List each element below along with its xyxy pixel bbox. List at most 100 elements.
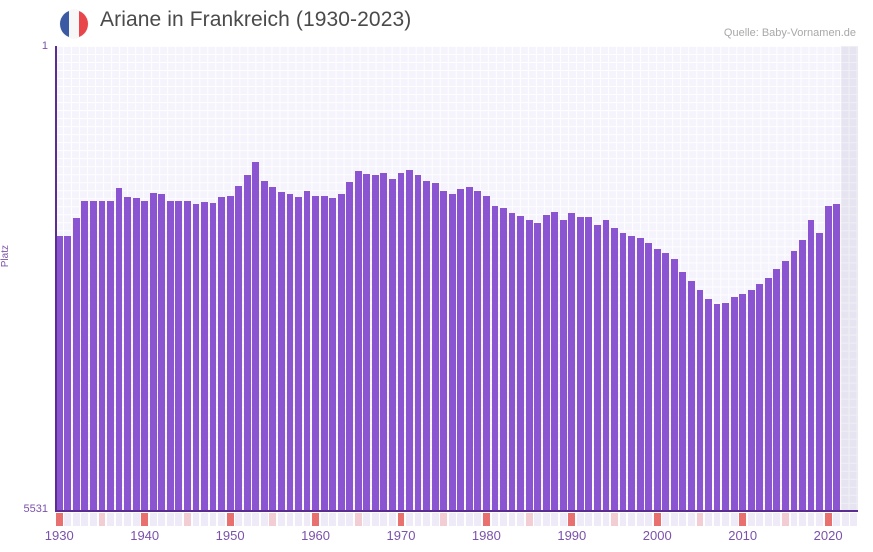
bar[interactable] — [636, 238, 644, 511]
bar[interactable] — [175, 201, 183, 511]
bar[interactable] — [747, 289, 755, 511]
bar[interactable] — [389, 178, 396, 511]
bar[interactable] — [619, 233, 627, 511]
bar[interactable] — [781, 261, 789, 511]
bar[interactable] — [542, 214, 550, 511]
bar[interactable] — [534, 222, 542, 511]
bar[interactable] — [183, 200, 191, 511]
bar[interactable] — [312, 195, 319, 511]
bar[interactable] — [713, 304, 721, 511]
bar[interactable] — [277, 192, 285, 511]
bar[interactable] — [457, 188, 465, 511]
bar[interactable] — [730, 297, 738, 511]
bar[interactable] — [363, 173, 371, 511]
bar[interactable] — [576, 217, 584, 511]
bar[interactable] — [346, 182, 354, 511]
bar[interactable] — [474, 191, 482, 511]
bar[interactable] — [807, 220, 815, 511]
x-axis-tick-none — [90, 513, 97, 526]
x-axis-tick-none — [628, 513, 636, 526]
bar[interactable] — [559, 219, 567, 511]
bar[interactable] — [406, 170, 413, 511]
bar[interactable] — [508, 212, 516, 511]
bar[interactable] — [132, 197, 140, 511]
bar[interactable] — [517, 216, 524, 511]
bar[interactable] — [286, 193, 294, 511]
bar[interactable] — [201, 202, 208, 511]
bar[interactable] — [568, 213, 576, 511]
bar[interactable] — [525, 219, 533, 511]
x-axis-tick-none — [799, 513, 806, 526]
bar[interactable] — [816, 233, 823, 511]
bar[interactable] — [218, 197, 225, 511]
x-axis-tick-strip — [55, 513, 858, 526]
bar[interactable] — [107, 200, 114, 511]
bar[interactable] — [440, 191, 448, 511]
bar[interactable] — [756, 283, 764, 511]
bar[interactable] — [98, 200, 106, 511]
bar[interactable] — [115, 188, 123, 511]
bar[interactable] — [585, 216, 593, 511]
bar[interactable] — [628, 235, 636, 511]
bar[interactable] — [500, 208, 507, 511]
bar[interactable] — [124, 197, 132, 511]
bar[interactable] — [329, 198, 337, 511]
bar[interactable] — [192, 203, 200, 511]
bar[interactable] — [799, 240, 806, 511]
bar[interactable] — [773, 268, 781, 511]
bar[interactable] — [491, 205, 499, 511]
bar[interactable] — [423, 181, 430, 511]
bar[interactable] — [269, 187, 277, 511]
bar[interactable] — [141, 200, 149, 511]
x-axis-tick-minor — [98, 513, 106, 526]
bar[interactable] — [679, 272, 687, 511]
bar[interactable] — [594, 225, 601, 511]
bar[interactable] — [790, 251, 798, 511]
x-axis-tick-none — [841, 513, 849, 526]
bar[interactable] — [824, 205, 832, 511]
bar[interactable] — [431, 182, 439, 511]
bar[interactable] — [448, 193, 456, 511]
bars-layer — [55, 46, 858, 511]
bar[interactable] — [739, 293, 747, 511]
bar[interactable] — [243, 174, 251, 511]
bar[interactable] — [158, 193, 166, 511]
bar[interactable] — [611, 227, 618, 511]
bar[interactable] — [645, 242, 653, 511]
bar[interactable] — [55, 235, 63, 511]
bar[interactable] — [166, 200, 174, 511]
bar[interactable] — [149, 192, 157, 511]
bar[interactable] — [235, 185, 243, 511]
bar[interactable] — [337, 193, 345, 511]
bar[interactable] — [81, 200, 89, 511]
bar[interactable] — [226, 196, 234, 511]
bar[interactable] — [722, 303, 729, 511]
bar[interactable] — [653, 248, 661, 511]
bar[interactable] — [602, 220, 610, 511]
bar[interactable] — [295, 197, 302, 511]
bar[interactable] — [371, 174, 379, 511]
bar[interactable] — [482, 196, 490, 511]
bar[interactable] — [354, 171, 362, 511]
bar[interactable] — [397, 172, 405, 511]
bar[interactable] — [209, 203, 217, 511]
bar[interactable] — [72, 218, 80, 511]
bar[interactable] — [465, 187, 473, 511]
bar[interactable] — [380, 172, 388, 511]
bar[interactable] — [551, 212, 559, 511]
bar[interactable] — [764, 278, 772, 511]
x-axis-tick-none — [730, 513, 738, 526]
bar[interactable] — [705, 299, 712, 511]
bar[interactable] — [670, 258, 678, 511]
bar[interactable] — [662, 252, 670, 511]
bar[interactable] — [303, 191, 311, 511]
bar[interactable] — [260, 181, 268, 511]
bar[interactable] — [414, 174, 422, 511]
bar[interactable] — [320, 196, 328, 511]
bar[interactable] — [688, 280, 695, 511]
bar[interactable] — [64, 235, 72, 511]
bar[interactable] — [90, 201, 97, 511]
bar[interactable] — [833, 204, 841, 511]
bar[interactable] — [696, 289, 704, 511]
bar[interactable] — [252, 161, 260, 511]
